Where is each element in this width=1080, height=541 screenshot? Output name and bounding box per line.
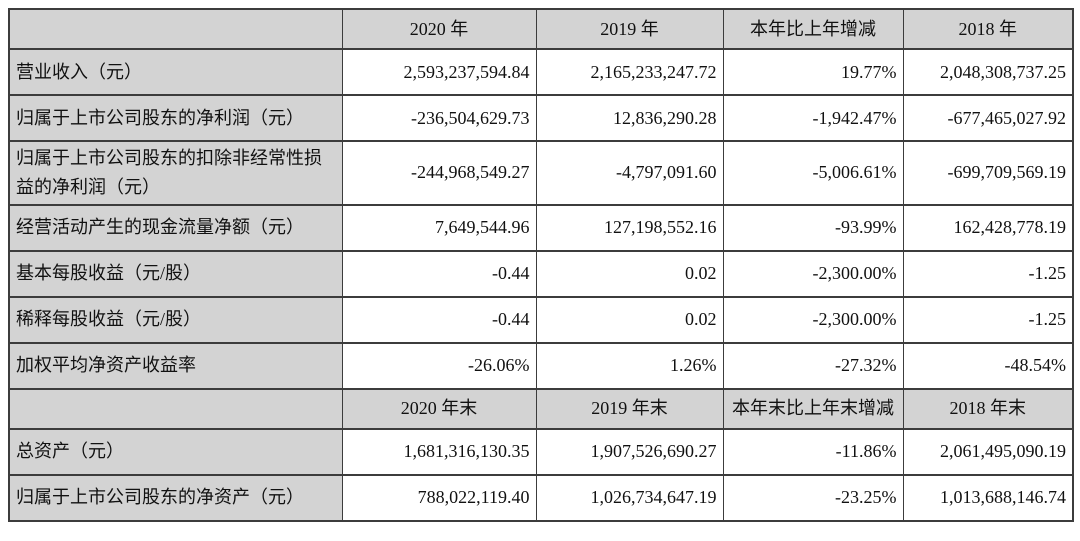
header-cell: 2020 年末	[341, 387, 537, 430]
table-header-row: 2020 年 2019 年本年比上年增减 2018 年	[8, 8, 1074, 50]
value-cell: -0.44	[341, 295, 537, 344]
header-cell: 本年末比上年末增减	[722, 387, 904, 430]
value-cell: 1,907,526,690.27	[535, 427, 724, 476]
value-cell: -26.06%	[341, 341, 537, 390]
row-label: 归属于上市公司股东的扣除非经常性损益的净利润（元）	[8, 140, 343, 206]
value-cell: -2,300.00%	[722, 249, 904, 298]
table-row: 归属于上市公司股东的净利润（元） -236,504,629.73 12,836,29…	[8, 94, 1074, 142]
header-cell: 本年比上年增减	[722, 8, 904, 50]
value-cell: -2,300.00%	[722, 295, 904, 344]
value-cell: 1.26%	[535, 341, 724, 390]
value-cell: 788,022,119.40	[341, 473, 537, 522]
header-empty-cell	[8, 8, 343, 50]
value-cell: 7,649,544.96	[341, 203, 537, 252]
value-cell: 2,048,308,737.25	[902, 48, 1074, 96]
table-row: 经营活动产生的现金流量净额（元） 7,649,544.96 127,198,552.…	[8, 203, 1074, 252]
value-cell: 2,593,237,594.84	[341, 48, 537, 96]
table-row: 营业收入（元） 2,593,237,594.84 2,165,233,247.72 1…	[8, 48, 1074, 96]
header-cell: 2020 年	[341, 8, 537, 50]
value-cell: 0.02	[535, 249, 724, 298]
value-cell: 1,681,316,130.35	[341, 427, 537, 476]
value-cell: 162,428,778.19	[902, 203, 1074, 252]
value-cell: -236,504,629.73	[341, 94, 537, 142]
value-cell: -1,942.47%	[722, 94, 904, 142]
value-cell: 19.77%	[722, 48, 904, 96]
value-cell: -1.25	[902, 249, 1074, 298]
row-label: 营业收入（元）	[8, 48, 343, 96]
row-label: 加权平均净资产收益率	[8, 341, 343, 390]
header-cell: 2019 年	[535, 8, 724, 50]
value-cell: 0.02	[535, 295, 724, 344]
row-label: 归属于上市公司股东的净利润（元）	[8, 94, 343, 142]
value-cell: -27.32%	[722, 341, 904, 390]
value-cell: 1,013,688,146.74	[902, 473, 1074, 522]
header-cell: 2018 年	[902, 8, 1074, 50]
header-cell: 2019 年末	[535, 387, 724, 430]
value-cell: -244,968,549.27	[341, 140, 537, 206]
table-row: 基本每股收益（元/股） -0.44 0.02 -2,300.00% -1.25	[8, 249, 1074, 298]
table-row: 加权平均净资产收益率 -26.06% 1.26% -27.32% -48.54%	[8, 341, 1074, 390]
value-cell: -1.25	[902, 295, 1074, 344]
row-label: 经营活动产生的现金流量净额（元）	[8, 203, 343, 252]
value-cell: 12,836,290.28	[535, 94, 724, 142]
table-row: 归属于上市公司股东的净资产（元） 788,022,119.40 1,026,734,…	[8, 473, 1074, 522]
value-cell: 2,061,495,090.19	[902, 427, 1074, 476]
value-cell: -5,006.61%	[722, 140, 904, 206]
header-empty-cell	[8, 387, 343, 430]
value-cell: -93.99%	[722, 203, 904, 252]
value-cell: 1,026,734,647.19	[535, 473, 724, 522]
table-header-row: 2020 年末 2019 年末 本年末比上年末增减 2018 年末	[8, 387, 1074, 430]
value-cell: -0.44	[341, 249, 537, 298]
value-cell: -4,797,091.60	[535, 140, 724, 206]
table-row: 归属于上市公司股东的扣除非经常性损益的净利润（元） -244,968,549.27…	[8, 140, 1074, 206]
table-body: 2020 年 2019 年本年比上年增减 2018 年营业收入（元） 2,593,23…	[8, 8, 1074, 522]
value-cell: -23.25%	[722, 473, 904, 522]
value-cell: -677,465,027.92	[902, 94, 1074, 142]
row-label: 基本每股收益（元/股）	[8, 249, 343, 298]
value-cell: -699,709,569.19	[902, 140, 1074, 206]
row-label: 总资产（元）	[8, 427, 343, 476]
row-label: 归属于上市公司股东的净资产（元）	[8, 473, 343, 522]
table-row: 总资产（元） 1,681,316,130.35 1,907,526,690.27 -1…	[8, 427, 1074, 476]
value-cell: -48.54%	[902, 341, 1074, 390]
value-cell: 127,198,552.16	[535, 203, 724, 252]
header-cell: 2018 年末	[902, 387, 1074, 430]
table-row: 稀释每股收益（元/股） -0.44 0.02 -2,300.00% -1.25	[8, 295, 1074, 344]
key-financials-table: 2020 年 2019 年本年比上年增减 2018 年营业收入（元） 2,593,23…	[8, 8, 1074, 522]
row-label: 稀释每股收益（元/股）	[8, 295, 343, 344]
value-cell: 2,165,233,247.72	[535, 48, 724, 96]
value-cell: -11.86%	[722, 427, 904, 476]
